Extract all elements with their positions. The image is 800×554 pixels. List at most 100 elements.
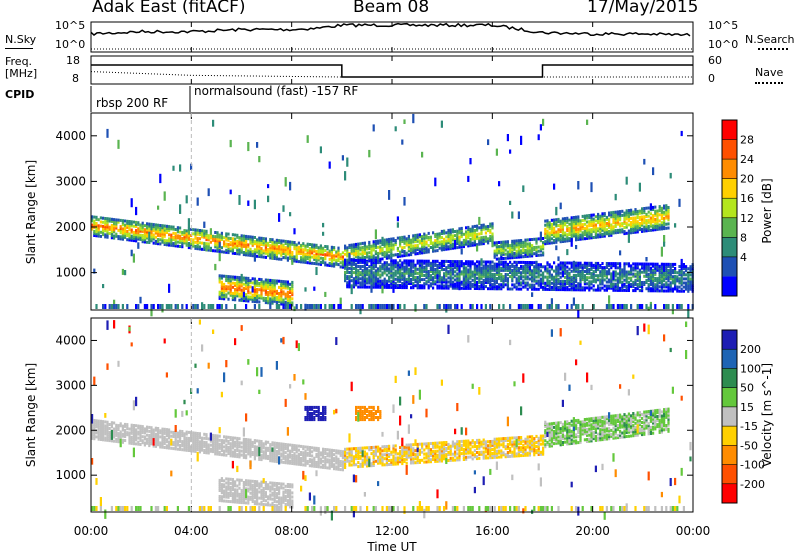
power-cell (401, 265, 404, 269)
power-cell (447, 247, 450, 251)
power-cell (658, 277, 661, 281)
power-cell (324, 261, 327, 265)
power-cell (388, 250, 391, 254)
power-cell (423, 249, 426, 252)
velocity-cell (91, 426, 94, 430)
power-cell (652, 205, 655, 209)
power-cell (205, 238, 208, 242)
power-cell (425, 250, 428, 254)
power-cell (619, 214, 622, 218)
velocity-cell (165, 434, 168, 438)
velocity-cell (139, 428, 142, 432)
power-cell (522, 242, 525, 246)
velocity-cell (143, 431, 146, 435)
power-cell (660, 215, 663, 219)
power-cell (137, 242, 140, 249)
power-cell (564, 271, 567, 275)
power-cell (106, 219, 109, 223)
power-cell (280, 245, 283, 249)
power-cell (242, 238, 245, 242)
power-cell (269, 238, 272, 241)
power-cell (405, 237, 408, 241)
power-cell (636, 216, 639, 220)
velocity-cell (130, 441, 133, 445)
velocity-cell (124, 422, 127, 426)
power-cell (451, 267, 454, 276)
power-cell (385, 261, 388, 265)
power-cell (564, 265, 567, 269)
power-cell (586, 261, 589, 265)
power-cell (443, 259, 446, 263)
power-cell (414, 280, 417, 284)
power-cell (680, 283, 683, 287)
power-cell (462, 264, 465, 268)
velocity-cell (198, 448, 201, 452)
power-cell (583, 237, 586, 241)
power-cell (630, 221, 633, 224)
power-cell (396, 248, 399, 252)
power-cell (586, 220, 589, 224)
power-cell (634, 266, 637, 270)
power-cell (495, 270, 498, 274)
power-cell (132, 235, 135, 238)
power-cell (581, 274, 584, 277)
power-cell (234, 292, 237, 296)
power-cell (161, 234, 164, 238)
power-cell (588, 236, 591, 240)
power-cell (553, 241, 556, 245)
power-cell (284, 254, 287, 258)
power-cell (500, 283, 503, 287)
velocity-cell (212, 444, 215, 447)
power-cell (350, 304, 353, 309)
power-cell (526, 277, 529, 281)
power-cell (278, 304, 281, 309)
power-cell (403, 250, 406, 253)
power-cell (407, 243, 410, 247)
power-cell (135, 233, 138, 237)
power-cell (282, 247, 285, 251)
power-cell (594, 288, 597, 292)
power-cell (548, 281, 551, 285)
power-cell (267, 254, 270, 258)
power-cell (258, 255, 261, 258)
power-cell (621, 276, 624, 280)
power-cell (139, 237, 142, 241)
power-cell (625, 215, 628, 219)
power-cell (106, 221, 109, 225)
power-cell (315, 254, 318, 258)
velocity-cell (132, 430, 135, 433)
power-cell (566, 249, 569, 256)
velocity-cell (93, 419, 96, 422)
power-cell (203, 246, 206, 249)
velocity-cell (196, 436, 199, 439)
power-cell (190, 227, 193, 231)
power-cell (216, 243, 219, 247)
power-cell (531, 279, 534, 283)
power-cell (289, 282, 292, 286)
power-cell (436, 259, 439, 263)
power-cell (328, 251, 331, 255)
power-cell (513, 275, 516, 279)
power-cell (344, 277, 347, 281)
velocity-cell (139, 430, 142, 434)
power-cell (264, 301, 267, 305)
power-cell (383, 267, 386, 271)
power-cell (317, 248, 320, 252)
power-cell (429, 241, 432, 245)
velocity-cell (99, 423, 102, 427)
power-cell (564, 221, 567, 225)
power-cell (616, 284, 619, 288)
power-cell (641, 266, 644, 270)
power-cell (440, 232, 443, 235)
power-cell (515, 281, 518, 285)
power-cell (660, 246, 663, 257)
power-cell (412, 113, 415, 124)
power-cell (531, 254, 534, 258)
power-cell (432, 282, 435, 286)
velocity-cell (194, 441, 197, 445)
power-cell (240, 284, 243, 288)
power-cell (135, 206, 138, 216)
power-cell (515, 253, 518, 257)
power-cell (643, 262, 646, 266)
power-cell (106, 128, 109, 138)
